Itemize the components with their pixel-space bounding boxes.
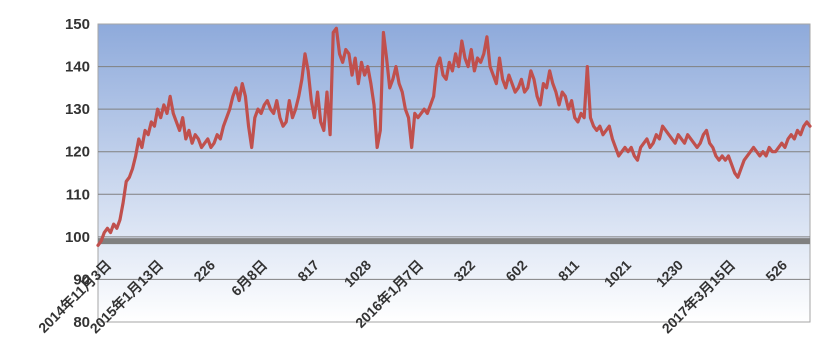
y-tick-label: 100 — [65, 229, 90, 246]
y-tick-label: 80 — [73, 314, 90, 331]
y-tick-label: 90 — [73, 271, 90, 288]
y-tick-label: 130 — [65, 101, 90, 118]
series-line — [96, 26, 812, 247]
y-tick-label: 110 — [66, 186, 90, 203]
y-tick-label: 140 — [65, 59, 90, 76]
plot-area — [97, 23, 811, 323]
y-tick-label: 150 — [65, 16, 90, 33]
y-tick-label: 120 — [65, 144, 90, 161]
